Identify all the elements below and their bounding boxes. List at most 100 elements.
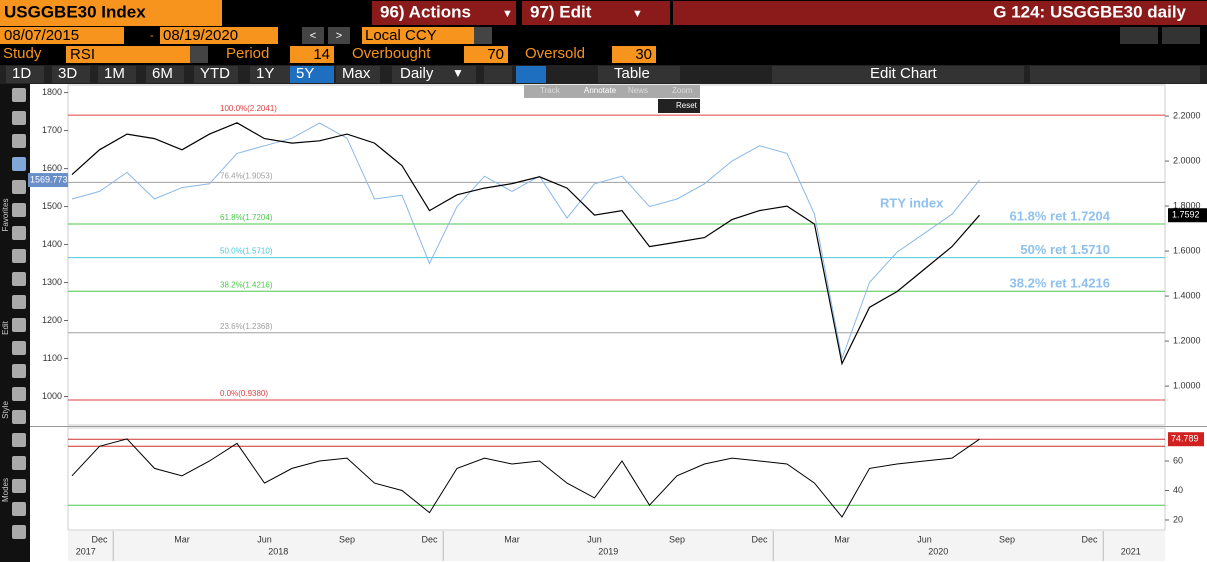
year-label: 2017 bbox=[76, 546, 96, 556]
frequency-button[interactable] bbox=[392, 66, 476, 83]
retracement-label: 61.8% ret 1.7204 bbox=[1010, 208, 1111, 223]
tool-icon[interactable] bbox=[12, 157, 26, 171]
end-date-box[interactable] bbox=[160, 27, 278, 44]
frequency-label[interactable]: Daily bbox=[400, 65, 434, 82]
range-label[interactable]: 3D bbox=[58, 65, 77, 82]
reset-button[interactable] bbox=[658, 99, 700, 113]
x-tick-label: Jun bbox=[587, 534, 602, 544]
tool-icon[interactable] bbox=[12, 272, 26, 286]
range-button[interactable] bbox=[146, 66, 184, 83]
tool-icon[interactable] bbox=[12, 341, 26, 355]
overlay-label[interactable]: Track bbox=[540, 86, 561, 95]
tool-icon[interactable] bbox=[12, 249, 26, 263]
rsi-panel bbox=[67, 427, 1166, 531]
overbought[interactable]: 70 bbox=[487, 46, 504, 63]
range-label[interactable]: 1M bbox=[104, 65, 125, 82]
tool-icon[interactable] bbox=[12, 88, 26, 102]
undo[interactable] bbox=[1120, 27, 1158, 44]
range-button[interactable] bbox=[336, 66, 380, 83]
actions-label[interactable]: 96) Actions bbox=[380, 2, 471, 21]
overlay-label[interactable]: Annotate bbox=[584, 86, 617, 95]
range-button[interactable] bbox=[6, 66, 44, 83]
tool-icon[interactable] bbox=[12, 295, 26, 309]
x-tick-label: Dec bbox=[421, 534, 438, 544]
start-date-box[interactable] bbox=[0, 27, 124, 44]
settings[interactable] bbox=[1030, 66, 1200, 83]
y-tick-label: 1000 bbox=[42, 391, 62, 401]
currency-box[interactable] bbox=[362, 27, 474, 44]
range-label[interactable]: 1D bbox=[12, 65, 31, 82]
range-button[interactable] bbox=[290, 66, 334, 83]
y2-tick-label: 1.4000 bbox=[1173, 290, 1201, 300]
y2-tick-label: 2.2000 bbox=[1173, 110, 1201, 120]
prev-icon: < bbox=[310, 30, 316, 42]
prev-button[interactable] bbox=[302, 27, 324, 44]
tool-icon[interactable] bbox=[12, 410, 26, 424]
chart-id: G 124: USGGBE30 daily bbox=[993, 2, 1186, 21]
study[interactable]: RSI bbox=[70, 46, 95, 63]
tool-icon[interactable] bbox=[12, 502, 26, 516]
overlay-label[interactable]: News bbox=[628, 86, 648, 95]
edit-label[interactable]: 97) Edit bbox=[530, 2, 592, 21]
line-tool[interactable] bbox=[484, 66, 512, 83]
currency[interactable]: Local CCY bbox=[365, 27, 437, 44]
actions-menu[interactable] bbox=[372, 1, 516, 25]
edit-chart-button[interactable] bbox=[772, 66, 1024, 83]
sidebar-label: Style bbox=[1, 401, 10, 419]
bar-tool[interactable] bbox=[516, 66, 546, 83]
edit-chart-label[interactable]: Edit Chart bbox=[870, 65, 938, 82]
tool-icon[interactable] bbox=[12, 134, 26, 148]
tool-icon[interactable] bbox=[12, 364, 26, 378]
range-button[interactable] bbox=[52, 66, 90, 83]
overlay-label[interactable]: Zoom bbox=[672, 86, 693, 95]
x-tick-label: Mar bbox=[504, 534, 520, 544]
range-label[interactable]: 6M bbox=[152, 65, 173, 82]
study-box[interactable] bbox=[66, 46, 190, 63]
tool-icon[interactable] bbox=[12, 318, 26, 332]
range-button[interactable] bbox=[250, 66, 294, 83]
oversold[interactable]: 30 bbox=[635, 46, 652, 63]
x-tick-label: Mar bbox=[834, 534, 850, 544]
tool-icon[interactable] bbox=[12, 226, 26, 240]
end-date[interactable]: 08/19/2020 bbox=[163, 27, 238, 44]
year-label: 2019 bbox=[598, 546, 618, 556]
retracement-label: 38.2% ret 1.4216 bbox=[1010, 276, 1110, 291]
y-tick-label: 40 bbox=[1173, 485, 1183, 495]
ticker: USGGBE30 Index bbox=[4, 2, 146, 21]
period-box[interactable] bbox=[290, 46, 334, 63]
reset-label[interactable]: Reset bbox=[676, 101, 698, 110]
redo[interactable] bbox=[1162, 27, 1200, 44]
tool-icon[interactable] bbox=[12, 456, 26, 470]
tool-icon[interactable] bbox=[12, 433, 26, 447]
overbought-label: Overbought bbox=[352, 45, 431, 62]
x-tick-label: Jun bbox=[257, 534, 272, 544]
currency-dropdown[interactable] bbox=[474, 27, 492, 44]
range-button[interactable] bbox=[194, 66, 238, 83]
table-label[interactable]: Table bbox=[614, 65, 650, 82]
tool-icon[interactable] bbox=[12, 111, 26, 125]
tool-icon[interactable] bbox=[12, 180, 26, 194]
range-label[interactable]: 1Y bbox=[256, 65, 274, 82]
study-dropdown[interactable] bbox=[190, 46, 208, 63]
edit-menu[interactable] bbox=[522, 1, 670, 25]
tool-icon[interactable] bbox=[12, 203, 26, 217]
range-label[interactable]: Max bbox=[342, 65, 371, 82]
study-label: Study bbox=[3, 45, 42, 62]
period[interactable]: 14 bbox=[313, 46, 330, 63]
next-button[interactable] bbox=[328, 27, 350, 44]
range-label[interactable]: 5Y bbox=[296, 65, 314, 82]
retracement-label: 50% ret 1.5710 bbox=[1020, 242, 1110, 257]
oversold-box[interactable] bbox=[612, 46, 656, 63]
tool-icon[interactable] bbox=[12, 525, 26, 539]
range-label[interactable]: YTD bbox=[200, 65, 230, 82]
x-tick-label: Jun bbox=[917, 534, 932, 544]
tool-icon[interactable] bbox=[12, 387, 26, 401]
range-button[interactable] bbox=[98, 66, 136, 83]
overbought-box[interactable] bbox=[464, 46, 508, 63]
x-tick-label: Dec bbox=[91, 534, 108, 544]
table-button[interactable] bbox=[598, 66, 680, 83]
start-date[interactable]: 08/07/2015 bbox=[4, 27, 79, 44]
tool-icon[interactable] bbox=[12, 479, 26, 493]
last-value-badge bbox=[28, 173, 68, 188]
y-tick-label: 1100 bbox=[43, 353, 62, 363]
